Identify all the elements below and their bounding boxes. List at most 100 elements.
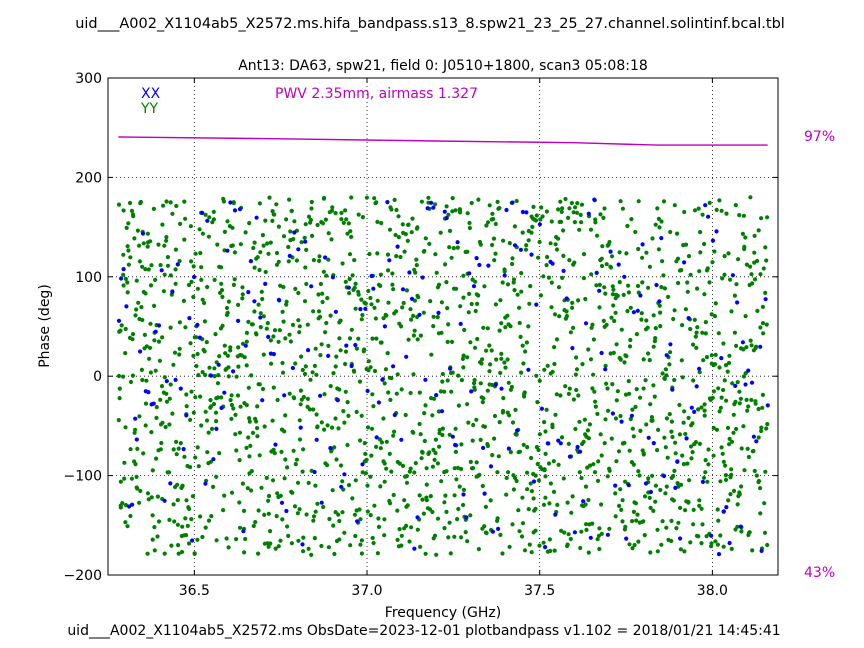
data-point-yy [570, 305, 575, 310]
chart-title: uid___A002_X1104ab5_X2572.ms.hifa_bandpa… [75, 16, 785, 32]
data-point-yy [651, 383, 656, 388]
data-point-yy [215, 381, 221, 386]
data-point-yy [489, 348, 494, 353]
data-point-yy [590, 386, 595, 391]
data-point-yy [358, 438, 363, 443]
data-point-yy [699, 541, 704, 546]
data-point-yy [229, 416, 234, 421]
data-point-yy [275, 491, 280, 496]
data-point-yy [416, 295, 421, 300]
data-point-yy [228, 348, 233, 353]
data-point-yy [325, 296, 330, 301]
data-point-xx [415, 515, 420, 520]
data-point-yy [139, 305, 144, 310]
data-point-yy [261, 352, 266, 357]
data-point-yy [196, 373, 201, 378]
data-point-yy [189, 259, 194, 264]
data-point-yy [702, 402, 707, 407]
data-point-yy [593, 404, 598, 409]
data-point-yy [270, 209, 275, 214]
data-point-yy [649, 415, 655, 420]
data-point-yy [198, 394, 203, 399]
data-point-yy [715, 507, 720, 512]
data-point-xx [664, 353, 669, 358]
data-point-yy [387, 227, 393, 232]
data-point-yy [728, 492, 733, 497]
data-point-xx [697, 366, 702, 371]
data-point-yy [549, 280, 554, 285]
data-point-yy [173, 267, 178, 272]
data-point-yy [159, 440, 164, 446]
data-point-yy [304, 512, 309, 517]
data-point-yy [717, 409, 722, 414]
data-point-yy [418, 333, 423, 338]
data-point-yy [468, 340, 473, 345]
data-point-xx [581, 499, 586, 504]
data-point-xx [635, 308, 640, 313]
data-point-yy [406, 222, 411, 227]
data-point-yy [570, 494, 575, 499]
data-point-yy [212, 277, 217, 282]
data-point-yy [753, 401, 758, 406]
data-point-xx [399, 437, 404, 442]
data-point-yy [526, 238, 531, 243]
data-point-yy [755, 308, 760, 313]
atm-transmission-line [118, 136, 768, 146]
data-point-yy [304, 281, 309, 287]
data-point-yy [281, 319, 286, 324]
data-point-yy [668, 350, 673, 355]
data-point-yy [476, 547, 481, 552]
data-point-xx [586, 211, 591, 216]
data-point-yy [389, 376, 394, 381]
data-point-yy [488, 362, 493, 367]
data-point-yy [170, 411, 175, 416]
data-point-yy [627, 448, 632, 453]
data-point-xx [273, 442, 278, 447]
data-point-yy [461, 487, 466, 492]
data-point-xx [380, 377, 385, 382]
data-point-yy [378, 484, 383, 489]
data-point-yy [634, 332, 640, 337]
data-point-yy [330, 205, 335, 210]
data-point-yy [205, 284, 210, 290]
data-point-yy [256, 551, 261, 556]
data-point-xx [675, 459, 680, 464]
data-point-yy [675, 231, 680, 236]
data-point-yy [320, 221, 326, 226]
data-point-yy [638, 395, 643, 400]
data-point-yy [721, 544, 726, 549]
data-point-yy [765, 215, 770, 220]
data-point-yy [617, 280, 622, 285]
data-point-xx [686, 316, 691, 321]
data-point-yy [126, 262, 131, 267]
data-point-yy [232, 277, 237, 282]
data-point-yy [461, 295, 466, 300]
data-point-yy [385, 351, 390, 356]
data-point-yy [381, 416, 386, 421]
data-point-yy [543, 429, 548, 434]
data-point-yy [565, 542, 570, 547]
data-point-yy [364, 195, 369, 200]
data-point-yy [195, 351, 200, 357]
data-point-yy [688, 444, 694, 449]
data-point-yy [460, 356, 465, 361]
data-point-yy [254, 419, 259, 424]
data-point-xx [276, 297, 281, 302]
data-point-yy [583, 296, 588, 302]
data-point-xx [654, 282, 659, 288]
data-point-yy [644, 318, 649, 323]
data-point-yy [280, 309, 285, 314]
data-point-xx [156, 323, 162, 328]
data-point-yy [651, 313, 656, 318]
data-point-yy [164, 238, 169, 243]
data-point-yy [598, 432, 603, 437]
data-point-yy [362, 347, 367, 352]
data-point-xx [502, 273, 507, 278]
data-point-yy [320, 291, 325, 296]
data-point-yy [542, 420, 547, 425]
data-point-xx [407, 270, 412, 275]
data-point-xx [138, 349, 143, 354]
data-point-yy [314, 412, 319, 417]
data-point-yy [336, 512, 341, 517]
data-point-yy [196, 464, 201, 469]
